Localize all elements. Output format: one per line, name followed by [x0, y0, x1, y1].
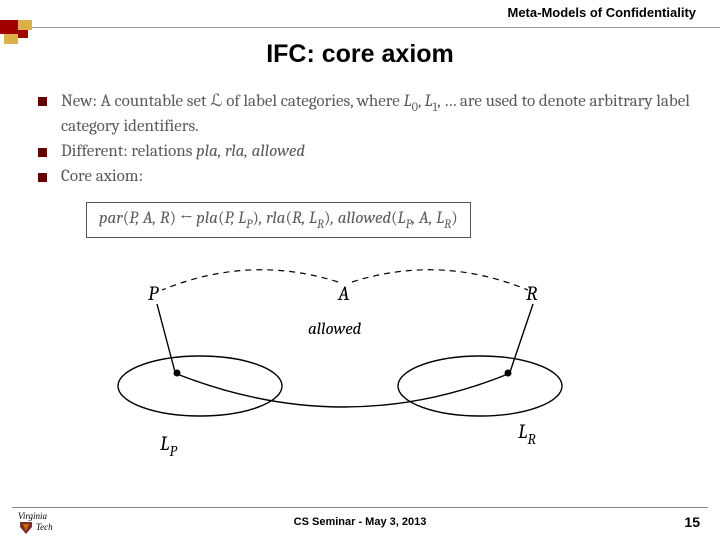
bullet-marker — [38, 173, 47, 182]
bullet-2: Different: relations pla, rla, allowed — [38, 141, 690, 162]
footer-divider — [12, 507, 708, 508]
bullet-list: New: A countable set ℒ of label categori… — [38, 90, 690, 191]
footer-text: CS Seminar - May 3, 2013 — [0, 516, 720, 528]
header-bar: Meta-Models of Confidentiality — [0, 0, 720, 28]
bullet-3: Core axiom: — [38, 166, 690, 187]
bullet-1-text: New: A countable set ℒ of label categori… — [61, 90, 690, 137]
corner-block — [18, 30, 28, 38]
formula-box: par(P, A, R) ← pla(P, LP), rla(R, LR), a… — [86, 202, 471, 238]
bullet-marker — [38, 148, 47, 157]
label-R: R — [526, 282, 537, 305]
corner-block — [18, 20, 32, 30]
label-LR: LR — [518, 420, 536, 447]
page-number: 15 — [684, 514, 700, 530]
bullet-marker — [38, 97, 47, 106]
bullet-1: New: A countable set ℒ of label categori… — [38, 90, 690, 137]
label-allowed: allowed — [308, 320, 361, 339]
label-LP: LP — [160, 432, 177, 459]
slide-title: IFC: core axiom — [0, 40, 720, 69]
label-P: P — [148, 282, 158, 305]
chapter-title: Meta-Models of Confidentiality — [508, 5, 697, 20]
diagram: P A R allowed LP LR — [80, 260, 600, 480]
label-A: A — [338, 282, 350, 305]
bullet-3-text: Core axiom: — [61, 166, 143, 187]
bullet-2-text: Different: relations pla, rla, allowed — [61, 141, 305, 162]
corner-block — [0, 20, 18, 34]
